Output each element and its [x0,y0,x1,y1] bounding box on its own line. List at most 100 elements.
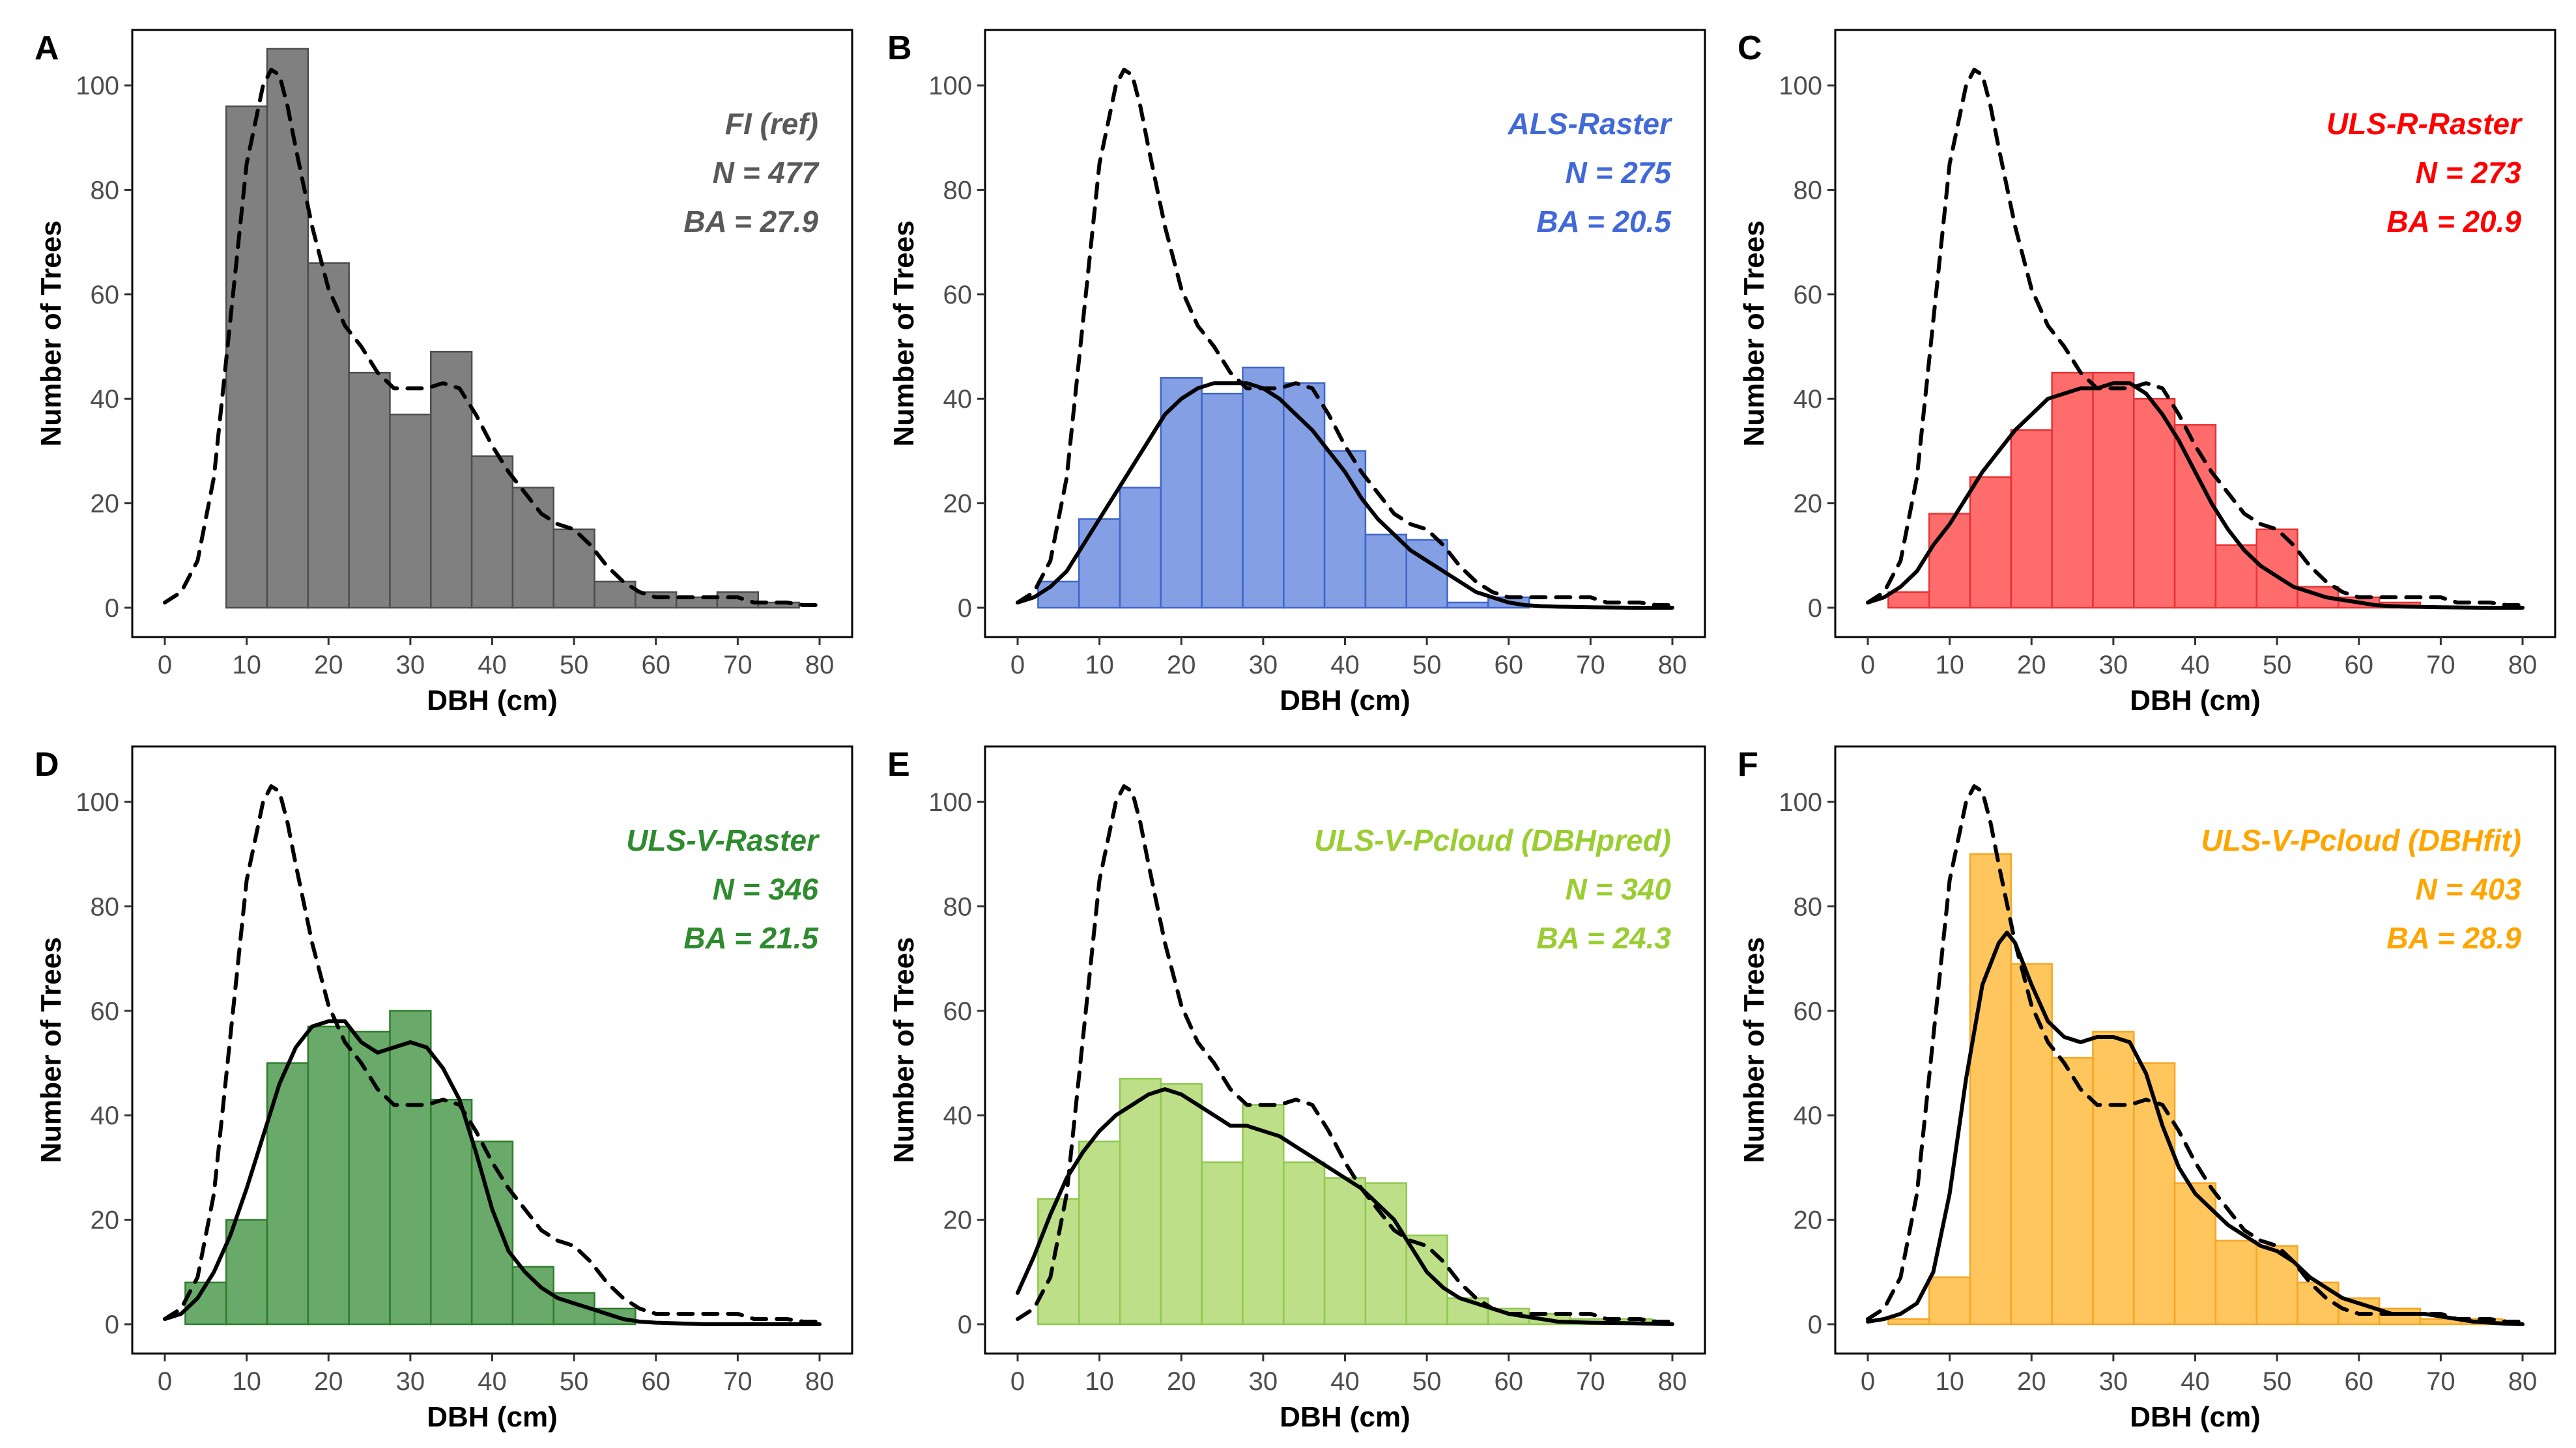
histogram-bars [1887,371,2422,609]
y-tick-label: 60 [1794,997,1823,1026]
x-axis-title: DBH (cm) [2130,685,2260,717]
histogram-bar [1364,1182,1407,1326]
histogram-bar [1078,1141,1121,1326]
y-tick-label: 80 [91,176,120,205]
y-tick-label: 20 [1794,1206,1823,1235]
x-tick-label: 30 [2099,651,2128,679]
y-tick-label: 40 [91,1101,120,1130]
y-tick-label: 80 [1794,176,1823,205]
density-line-dashed-ref [163,784,822,1324]
x-tick-label: 80 [2508,651,2538,679]
y-tick-label: 0 [105,594,119,623]
x-tick-label: 70 [723,651,752,679]
x-tick-label: 10 [232,1367,261,1396]
x-tick-label: 10 [1935,1367,1964,1396]
histogram-bar [2133,397,2176,609]
y-tick-label: 0 [958,594,972,623]
x-tick-label: 60 [2345,1367,2374,1396]
x-tick-label: 20 [1167,1367,1196,1396]
x-tick-label: 60 [642,651,671,679]
histogram-bars [1037,366,1530,609]
histogram-bar [1201,1161,1244,1326]
x-tick-label: 40 [478,1367,507,1396]
histogram-bar [1283,1161,1326,1326]
annotation-ba: BA = 20.5 [1536,205,1672,238]
histogram-bar [430,1098,473,1326]
x-tick-label: 70 [2426,1367,2455,1396]
histogram-bar [348,1030,391,1326]
x-tick-label: 20 [1167,651,1196,679]
x-tick-label: 0 [1861,1367,1875,1396]
y-tick-label: 20 [943,490,973,518]
x-tick-label: 30 [2099,1367,2128,1396]
annotation-n: N = 340 [1566,872,1672,906]
histogram-bar [266,48,309,609]
histogram-bar [1446,601,1489,609]
x-tick-label: 80 [1658,651,1687,679]
x-tick-label: 70 [2426,651,2455,679]
y-tick-label: 100 [928,72,972,100]
x-tick-label: 0 [1010,651,1025,679]
density-line-solid [163,1019,822,1326]
histogram-bar [1119,487,1162,609]
panel-b: B 0 10 20 30 40 50 60 70 80 0 20 40 60 80 100 DBH (cm) Nu… [887,29,1706,717]
histogram-bar [1969,476,2012,609]
x-tick-label: 50 [2263,1367,2292,1396]
histogram-bar [2010,963,2053,1326]
y-tick-label: 0 [1808,594,1822,623]
x-axis-title: DBH (cm) [427,1401,557,1433]
y-tick-label: 0 [958,1311,972,1339]
histogram-bar [1242,1103,1285,1326]
y-tick-label: 80 [1794,892,1823,921]
density-line-dashed-ref [163,68,822,607]
x-tick-label: 10 [1085,1367,1114,1396]
annotation-n: N = 273 [2416,156,2522,190]
histogram-bar [1323,450,1367,609]
y-axis-title: Number of Trees [35,937,67,1163]
histogram-bar [1160,376,1203,609]
x-tick-label: 30 [1249,1367,1278,1396]
y-axis-title: Number of Trees [888,937,920,1163]
histogram-bar [2092,371,2135,609]
density-line-dashed-ref [1866,68,2525,607]
histogram-bar [1119,1077,1162,1326]
x-tick-label: 10 [1085,651,1114,679]
histogram-bar [307,262,350,609]
annotation-name: ULS-V-Pcloud (DBHpred) [1314,823,1671,857]
y-tick-label: 20 [91,1206,120,1235]
density-line-dashed-ref [1016,784,1674,1324]
x-tick-label: 20 [2017,1367,2046,1396]
panel-letter: C [1738,29,1762,67]
y-tick-label: 20 [1794,490,1823,518]
annotation-n: N = 275 [1566,156,1672,190]
histogram-bar [1928,513,1971,609]
annotation-name: ULS-V-Raster [626,823,820,857]
histogram-bar [594,580,637,609]
y-tick-label: 100 [1779,72,1822,100]
histogram-bar [307,1025,350,1326]
annotation-ba: BA = 28.9 [2386,921,2521,955]
x-axis-title: DBH (cm) [1280,685,1410,717]
x-tick-label: 20 [314,1367,343,1396]
histogram-bar [2051,371,2094,609]
x-tick-label: 50 [1412,1367,1442,1396]
histogram-bar [1887,1318,1930,1326]
panel-e: E 0 10 20 30 40 50 60 70 80 0 20 40 60 80 100 DBH (cm) Nu… [887,745,1706,1433]
histogram-bar [511,487,554,609]
histogram-bar [1283,382,1326,609]
histogram-bars [1887,853,2503,1326]
panel-letter: D [35,746,59,784]
x-tick-label: 40 [2181,651,2210,679]
histogram-bar [2173,1182,2217,1326]
x-tick-label: 40 [1330,1367,1360,1396]
x-tick-label: 50 [1412,651,1442,679]
x-tick-label: 10 [1935,651,1964,679]
annotation-ba: BA = 20.9 [2386,205,2521,238]
histogram-bar [225,105,268,609]
density-line-dashed-ref [1016,68,1674,607]
annotation-n: N = 477 [713,156,820,190]
y-tick-label: 20 [91,490,120,518]
histogram-bar [1928,1276,1971,1326]
y-tick-label: 60 [943,997,973,1026]
panel-letter: A [35,29,59,67]
